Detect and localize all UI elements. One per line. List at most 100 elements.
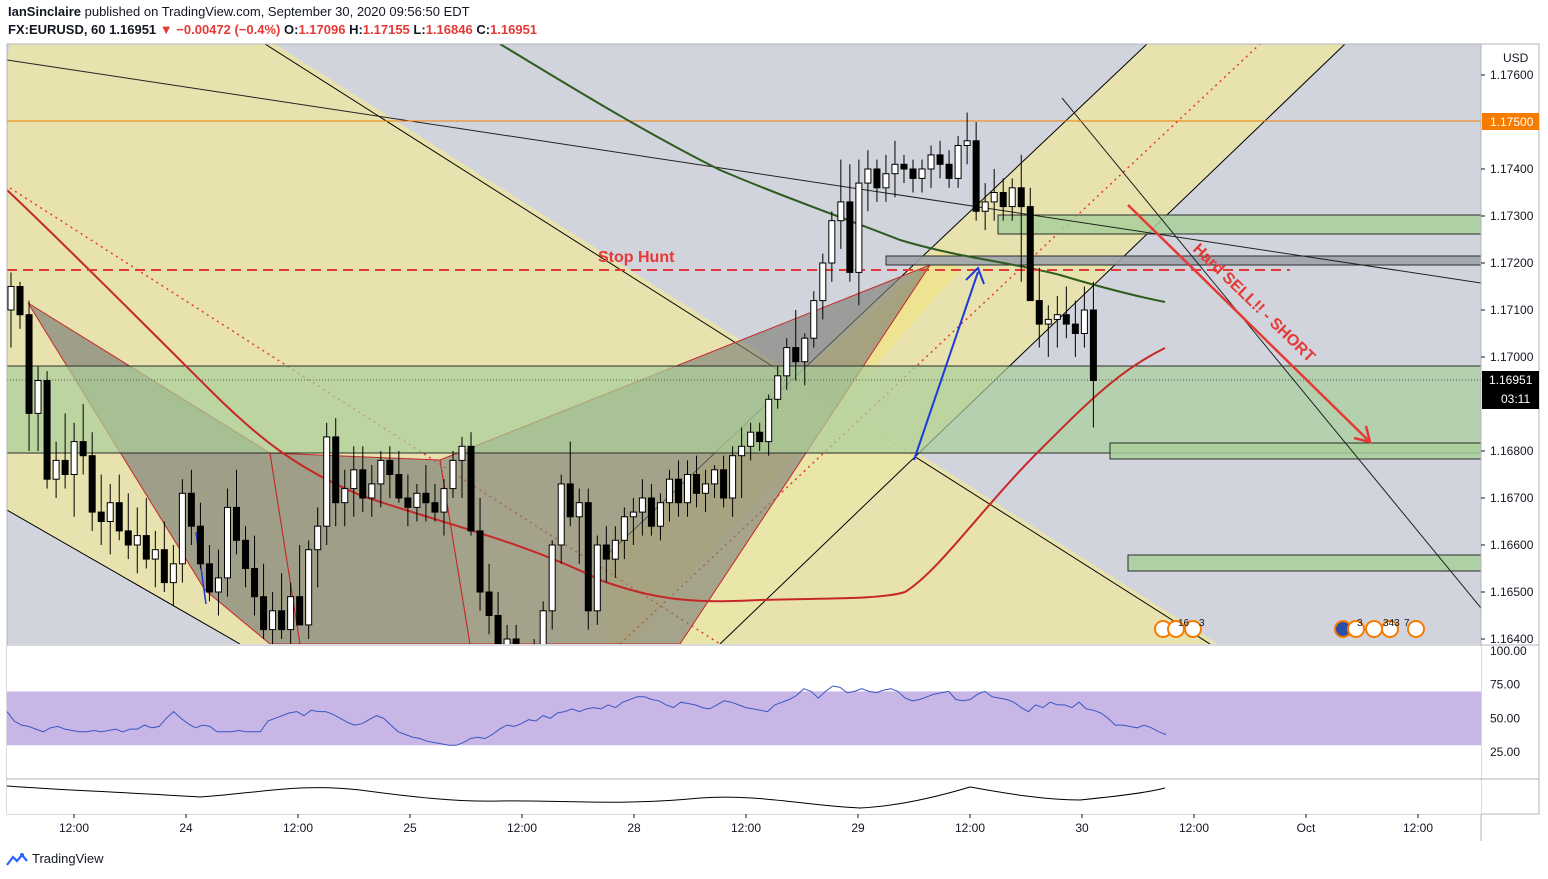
candle[interactable] bbox=[882, 154, 890, 202]
candle[interactable] bbox=[855, 159, 863, 306]
time-axis[interactable]: 12:00 24 12:00 25 12:00 28 12:00 29 12:00 30 12:00… bbox=[59, 814, 1433, 835]
candle[interactable] bbox=[1053, 295, 1061, 348]
candle[interactable] bbox=[422, 465, 430, 522]
candle[interactable] bbox=[205, 545, 213, 602]
candle[interactable] bbox=[61, 413, 69, 489]
demand-zone-2[interactable] bbox=[1127, 554, 1481, 572]
candle[interactable] bbox=[765, 394, 773, 456]
candle[interactable] bbox=[783, 338, 791, 390]
candle[interactable] bbox=[214, 549, 222, 616]
candle[interactable] bbox=[611, 526, 619, 578]
candle[interactable] bbox=[305, 540, 313, 639]
moving-average-red[interactable] bbox=[7, 189, 1166, 603]
candle[interactable] bbox=[711, 465, 719, 498]
candle[interactable] bbox=[539, 601, 547, 686]
candle[interactable] bbox=[999, 178, 1007, 221]
candle[interactable] bbox=[927, 145, 935, 188]
candle[interactable] bbox=[936, 140, 944, 179]
candle[interactable] bbox=[747, 422, 755, 461]
demand-zone-1[interactable] bbox=[1109, 442, 1481, 460]
candle[interactable] bbox=[756, 422, 764, 451]
candle[interactable] bbox=[413, 483, 421, 522]
price-axis[interactable]: USD 1.17600 1.17400 1.17300 1.17200 1.17100 1… bbox=[1481, 51, 1534, 646]
candle[interactable] bbox=[729, 446, 737, 517]
candle[interactable] bbox=[386, 446, 394, 498]
candle[interactable] bbox=[115, 474, 123, 541]
candle[interactable] bbox=[1008, 178, 1016, 221]
candle[interactable] bbox=[665, 469, 673, 522]
candle[interactable] bbox=[368, 465, 376, 517]
candle[interactable] bbox=[990, 169, 998, 221]
candle[interactable] bbox=[332, 418, 340, 527]
candle[interactable] bbox=[43, 371, 51, 489]
candle[interactable] bbox=[981, 183, 989, 231]
candle[interactable] bbox=[124, 493, 132, 560]
candle[interactable] bbox=[575, 488, 583, 564]
candle[interactable] bbox=[242, 526, 250, 588]
candle[interactable] bbox=[142, 498, 150, 569]
ascending-channel[interactable] bbox=[606, 44, 1345, 644]
symbol-name[interactable]: FX:EURUSD, 60 bbox=[8, 22, 106, 37]
candle[interactable] bbox=[440, 479, 448, 536]
candle[interactable] bbox=[187, 469, 195, 545]
candle[interactable] bbox=[404, 474, 412, 527]
candle[interactable] bbox=[296, 545, 304, 626]
candle[interactable] bbox=[774, 366, 782, 409]
candle[interactable] bbox=[918, 159, 926, 193]
candle[interactable] bbox=[278, 573, 286, 639]
candle[interactable] bbox=[34, 366, 42, 451]
flag-icon[interactable] bbox=[1184, 620, 1202, 638]
candle[interactable] bbox=[151, 530, 159, 588]
candle[interactable] bbox=[52, 441, 60, 498]
candle[interactable] bbox=[810, 291, 818, 348]
oscillator-line[interactable] bbox=[7, 785, 1166, 809]
candle[interactable] bbox=[629, 498, 637, 545]
candle[interactable] bbox=[702, 469, 710, 513]
candle[interactable] bbox=[548, 540, 556, 630]
candle[interactable] bbox=[945, 150, 953, 188]
candle[interactable] bbox=[620, 507, 628, 560]
candle[interactable] bbox=[647, 483, 655, 536]
candle[interactable] bbox=[458, 436, 466, 498]
candle[interactable] bbox=[196, 502, 204, 569]
candle[interactable] bbox=[1071, 300, 1079, 357]
candle[interactable] bbox=[602, 526, 610, 583]
candle[interactable] bbox=[909, 159, 917, 193]
candle[interactable] bbox=[485, 563, 493, 635]
candle[interactable] bbox=[377, 451, 385, 508]
candle[interactable] bbox=[431, 483, 439, 522]
candle[interactable] bbox=[79, 404, 87, 475]
candle[interactable] bbox=[1017, 154, 1025, 282]
candle[interactable] bbox=[1044, 305, 1052, 357]
candle[interactable] bbox=[828, 211, 836, 282]
candle[interactable] bbox=[1035, 267, 1043, 348]
candle[interactable] bbox=[323, 422, 331, 545]
candle[interactable] bbox=[70, 422, 78, 517]
candle[interactable] bbox=[16, 281, 24, 329]
candle[interactable] bbox=[359, 446, 367, 513]
candle[interactable] bbox=[314, 507, 322, 588]
candle[interactable] bbox=[269, 592, 277, 648]
candle[interactable] bbox=[846, 164, 854, 282]
candle[interactable] bbox=[1062, 286, 1070, 339]
wedge-line-a[interactable] bbox=[1061, 97, 1481, 609]
candle[interactable] bbox=[449, 451, 457, 498]
candle[interactable] bbox=[684, 460, 691, 517]
candle[interactable] bbox=[638, 479, 646, 536]
candle[interactable] bbox=[954, 136, 962, 188]
candle[interactable] bbox=[97, 474, 105, 546]
candle[interactable] bbox=[864, 150, 872, 212]
candle[interactable] bbox=[593, 535, 601, 625]
moving-average-green[interactable] bbox=[499, 44, 1166, 303]
candle[interactable] bbox=[693, 455, 701, 508]
candle[interactable] bbox=[963, 112, 971, 165]
event-markers-group-1[interactable]: 16 3 bbox=[1154, 618, 1205, 638]
candle[interactable] bbox=[25, 300, 33, 451]
ascending-lower-line[interactable] bbox=[719, 44, 1346, 644]
flag-icon[interactable] bbox=[1381, 620, 1399, 638]
candle[interactable] bbox=[178, 479, 186, 583]
candle[interactable] bbox=[584, 488, 592, 630]
candle[interactable] bbox=[503, 624, 511, 696]
candle[interactable] bbox=[169, 545, 177, 607]
